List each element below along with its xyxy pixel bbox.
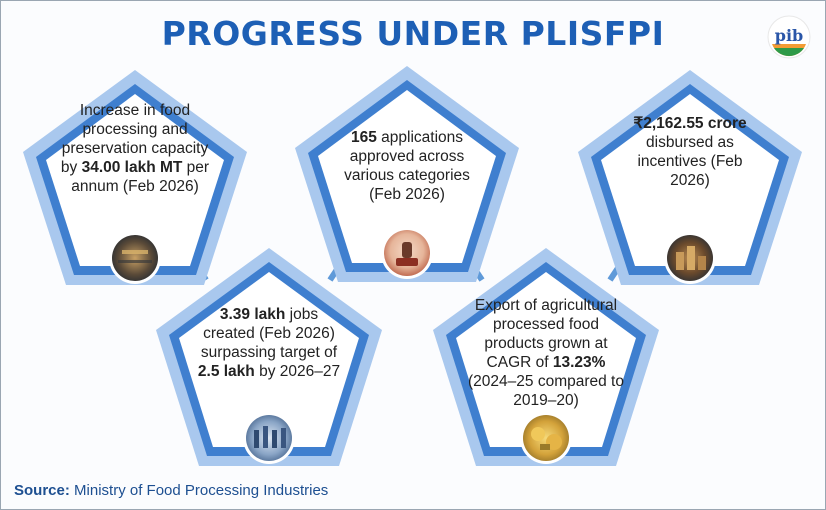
workers-photo <box>243 412 295 464</box>
pentagon-card-capacity <box>23 70 247 285</box>
jobs-text-post: jobs created (Feb 2026) surpassing targe… <box>200 306 338 361</box>
capacity-text-post: per annum (Feb 2026) <box>71 159 210 195</box>
source-text: Ministry of Food Processing Industries <box>69 482 329 499</box>
factory-photo <box>109 232 161 284</box>
jobs-target-value: 2.5 lakh <box>197 363 255 380</box>
applications-value: 165 <box>350 129 377 146</box>
exports-value: 13.23% <box>552 354 606 371</box>
processed-food-photo <box>520 412 572 464</box>
pentagon-card-applications <box>295 66 519 282</box>
pentagon-card-incentives <box>578 70 802 285</box>
stamp-approval-photo <box>381 227 433 279</box>
card-incentives-text: ₹2,162.55 crore disbursed as incentives … <box>625 114 755 190</box>
page-title: PROGRESS UNDER PLISFPI <box>161 14 665 53</box>
incentives-value: ₹2,162.55 crore <box>633 115 747 132</box>
source-note: Source: Ministry of Food Processing Indu… <box>14 482 328 499</box>
card-applications-text: 165 applications approved across various… <box>329 128 485 204</box>
applications-text-post: applications approved across various cat… <box>344 129 470 203</box>
exports-text-pre: Export of agricultural processed food pr… <box>474 297 618 371</box>
exports-text-post: (2024–25 compared to 2019–20) <box>468 373 624 409</box>
jobs-value: 3.39 lakh <box>219 306 286 323</box>
card-jobs-text: 3.39 lakh jobs created (Feb 2026) surpas… <box>195 305 343 381</box>
incentives-text-post: disbursed as incentives (Feb 2026) <box>637 134 743 189</box>
source-label: Source: <box>14 482 70 499</box>
card-exports-text: Export of agricultural processed food pr… <box>466 296 626 410</box>
card-capacity-text: Increase in food processing and preserva… <box>55 101 215 196</box>
capacity-text-pre: Increase in food processing and preserva… <box>60 102 209 176</box>
jobs-text-post2: by 2026–27 <box>254 363 341 380</box>
pentagon-card-jobs <box>156 248 382 466</box>
coins-photo <box>664 232 716 284</box>
pib-logo-icon: pib <box>767 15 811 59</box>
logo-text: pib <box>775 26 803 45</box>
capacity-value: 34.00 lakh MT <box>81 159 183 176</box>
pentagon-card-exports <box>433 248 659 466</box>
